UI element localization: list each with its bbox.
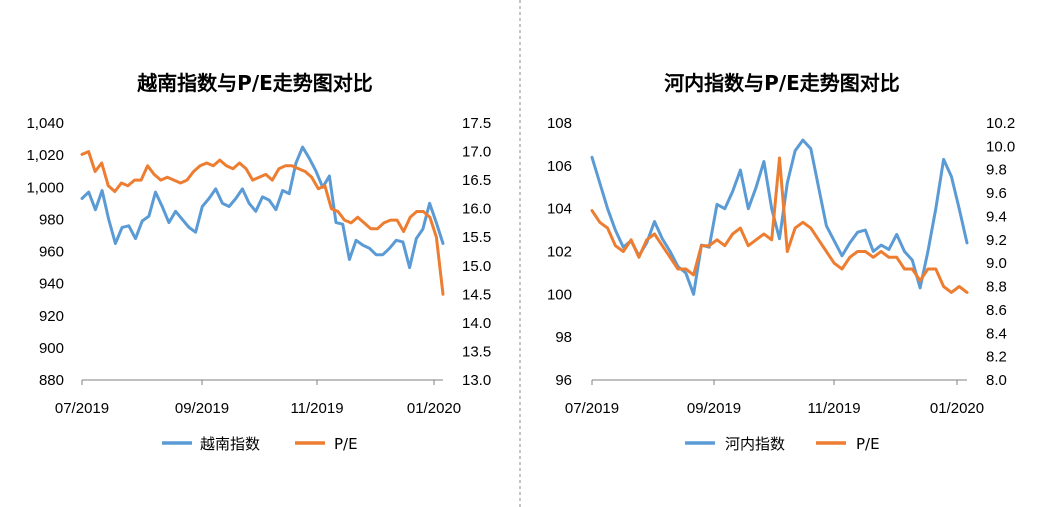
y-right-tick-label: 14.5	[462, 286, 491, 303]
y-right-tick-label: 8.2	[986, 349, 1007, 366]
y-right-tick-label: 8.6	[986, 302, 1007, 319]
y-left-tick-label: 920	[39, 308, 64, 325]
y-right-tick-label: 9.0	[986, 255, 1007, 272]
y-left-tick-label: 940	[39, 276, 64, 293]
x-tick-label: 01/2020	[407, 400, 461, 417]
y-right-tick-label: 8.0	[986, 372, 1007, 389]
series-line-pe	[590, 156, 969, 294]
y-left-tick-label: 102	[547, 244, 572, 261]
y-right-tick-label: 9.4	[986, 208, 1007, 225]
y-left-tick-label: 96	[555, 372, 572, 389]
x-tick-label: 09/2019	[687, 400, 741, 417]
y-right-tick-label: 14.0	[462, 315, 491, 332]
y-left-tick-label: 106	[547, 158, 572, 175]
y-right-tick-label: 8.4	[986, 325, 1007, 342]
y-right-tick-label: 13.5	[462, 343, 491, 360]
x-tick-label: 11/2019	[807, 400, 860, 417]
series-line-pe	[80, 150, 445, 296]
y-left-tick-label: 100	[547, 286, 572, 303]
x-tick-label: 01/2020	[930, 400, 984, 417]
y-right-tick-label: 10.0	[986, 138, 1015, 155]
series-line-index	[80, 145, 445, 270]
x-tick-label: 11/2019	[290, 400, 343, 417]
y-right-tick-label: 15.0	[462, 258, 491, 275]
x-tick-label: 07/2019	[55, 400, 109, 417]
y-left-tick-label: 104	[547, 201, 572, 218]
x-tick-label: 07/2019	[565, 400, 619, 417]
y-right-tick-label: 13.0	[462, 372, 491, 389]
y-right-tick-label: 9.6	[986, 185, 1007, 202]
chart-title: 河内指数与P/E走势图对比	[664, 71, 900, 95]
y-left-tick-label: 98	[555, 329, 572, 346]
legend-label: 河内指数	[725, 435, 785, 453]
y-left-tick-label: 960	[39, 244, 64, 261]
y-right-tick-label: 9.2	[986, 232, 1007, 249]
y-right-tick-label: 16.5	[462, 172, 491, 189]
chart-title: 越南指数与P/E走势图对比	[136, 71, 373, 95]
y-left-tick-label: 108	[547, 115, 572, 132]
series-line-index	[590, 138, 969, 296]
chart-panel-2: 河内指数与P/E走势图对比 96 98 100 102 104 106 108 8.0 8.2 8.…	[547, 71, 1015, 453]
legend-label: P/E	[856, 435, 880, 453]
y-right-tick-label: 10.2	[986, 115, 1015, 132]
y-right-tick-label: 16.0	[462, 201, 491, 218]
x-tick-label: 09/2019	[175, 400, 229, 417]
y-right-tick-label: 17.5	[462, 115, 491, 132]
chart-panel-1: 越南指数与P/E走势图对比 880 900 920 940 960 980 1,000 1,02…	[26, 71, 491, 453]
y-left-tick-label: 980	[39, 211, 64, 228]
y-right-tick-label: 15.5	[462, 229, 491, 246]
y-left-tick-label: 1,000	[26, 179, 64, 196]
y-left-tick-label: 880	[39, 372, 64, 389]
y-left-tick-label: 1,040	[26, 115, 64, 132]
y-right-tick-label: 8.8	[986, 279, 1007, 296]
y-left-tick-label: 900	[39, 340, 64, 357]
y-right-tick-label: 17.0	[462, 144, 491, 161]
y-left-tick-label: 1,020	[26, 147, 64, 164]
legend-label: 越南指数	[200, 435, 260, 453]
y-right-tick-label: 9.8	[986, 162, 1007, 179]
legend-label: P/E	[334, 435, 358, 453]
